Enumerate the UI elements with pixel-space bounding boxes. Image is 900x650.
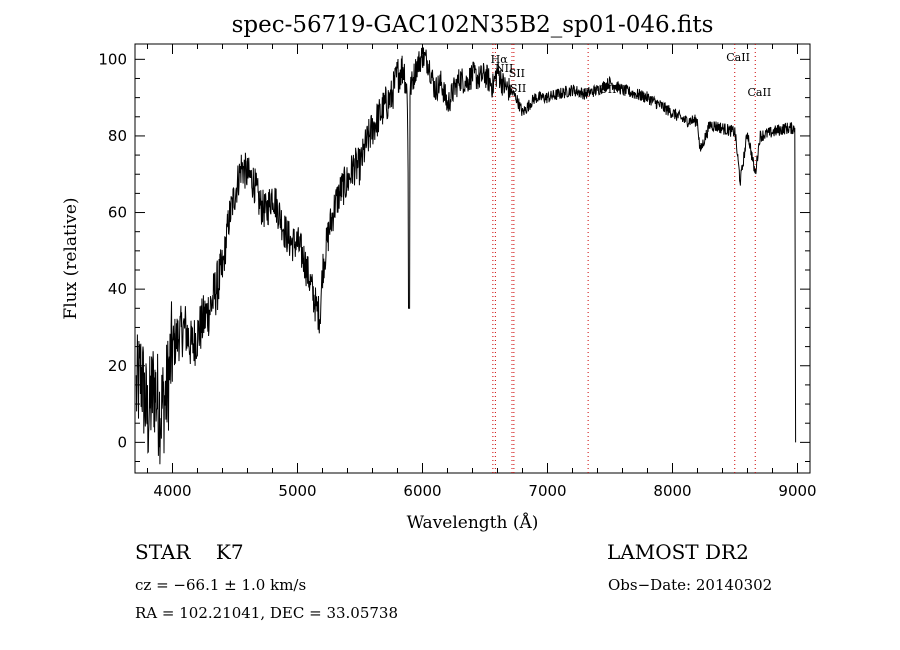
- y-tick-label: 80: [108, 127, 127, 145]
- x-tick-label: 5000: [278, 482, 316, 500]
- line-annotation: CaII: [748, 86, 772, 99]
- cz-label: cz = −66.1 ± 1.0 km/s: [135, 576, 307, 594]
- line-annotation: Hα: [491, 53, 509, 66]
- x-tick-label: 8000: [653, 482, 691, 500]
- y-tick-label: 60: [108, 204, 127, 222]
- y-tick-label: 40: [108, 280, 127, 298]
- spectrum-line: [135, 47, 797, 465]
- y-tick-label: 20: [108, 357, 127, 375]
- obs-date-label: Obs−Date: 20140302: [608, 576, 773, 594]
- x-axis-label: Wavelength (Å): [407, 512, 539, 533]
- line-annotation: SII: [509, 67, 525, 80]
- x-tick-label: 9000: [778, 482, 816, 500]
- x-tick-label: 6000: [403, 482, 441, 500]
- object-class-label: STAR K7: [135, 540, 244, 564]
- line-annotation: CaII: [726, 51, 750, 64]
- y-axis-label: Flux (relative): [61, 197, 81, 319]
- y-tick-label: 0: [117, 433, 127, 451]
- subclass-label: K7: [215, 540, 244, 564]
- chart-title: spec-56719-GAC102N35B2_sp01-046.fits: [232, 12, 714, 38]
- x-tick-label: 7000: [528, 482, 566, 500]
- x-tick-label: 4000: [153, 482, 191, 500]
- y-tick-label: 100: [98, 50, 127, 68]
- plot-frame: [134, 43, 811, 474]
- survey-label: LAMOST DR2: [607, 540, 749, 564]
- radec-label: RA = 102.21041, DEC = 33.05738: [135, 604, 399, 622]
